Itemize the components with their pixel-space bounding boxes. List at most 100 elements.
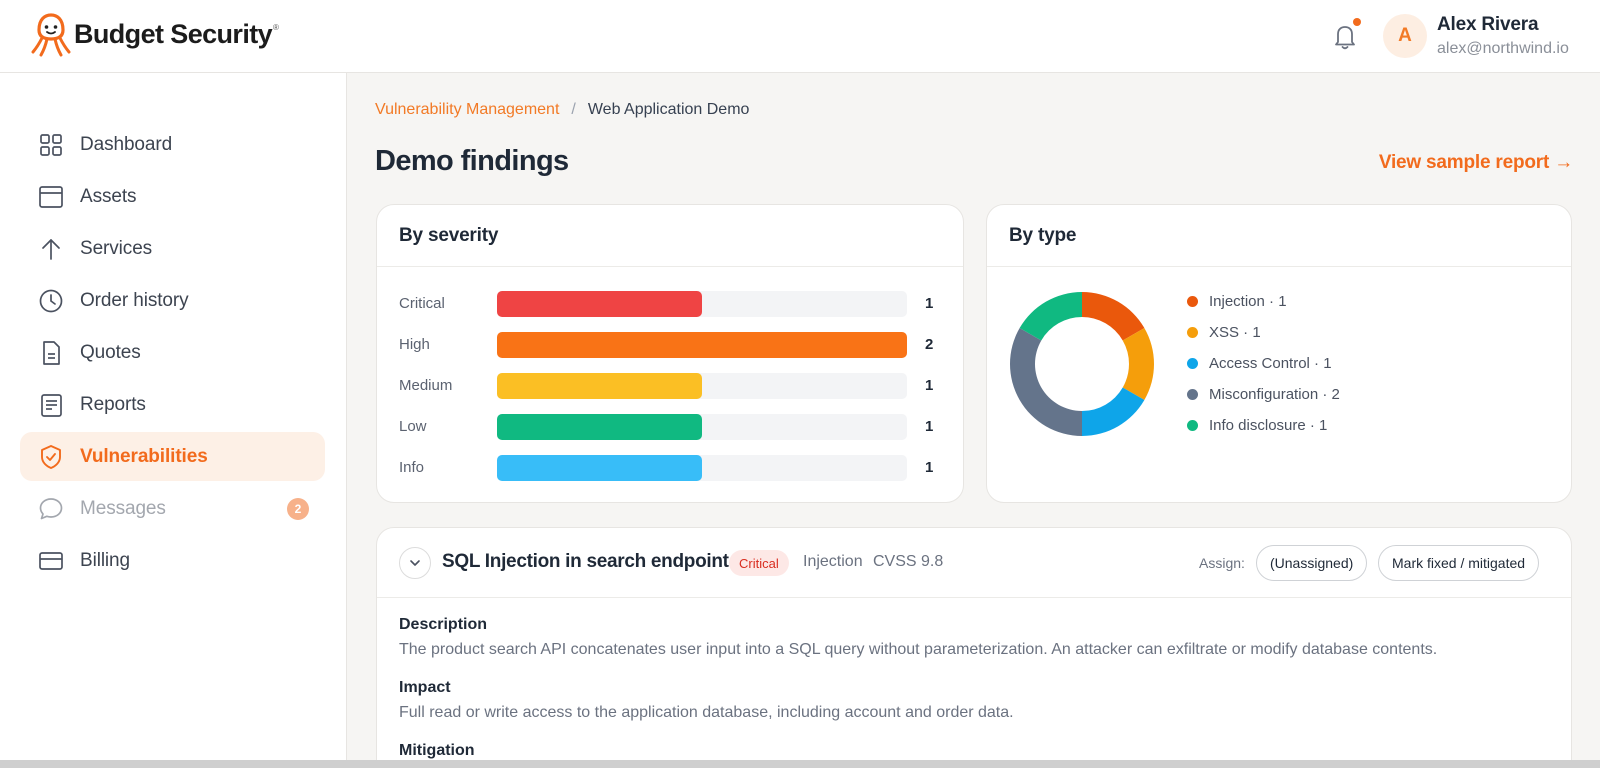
sidebar-item-label: Vulnerabilities bbox=[80, 445, 208, 467]
severity-label: Low bbox=[399, 418, 427, 435]
legend-dot bbox=[1187, 295, 1198, 307]
severity-count: 1 bbox=[925, 459, 934, 476]
severity-row: Critical 1 bbox=[399, 291, 939, 317]
severity-count: 1 bbox=[925, 377, 934, 394]
legend-item: Info disclosure · 1 bbox=[1187, 415, 1327, 435]
mark-fixed-button[interactable]: Mark fixed / mitigated bbox=[1378, 545, 1540, 581]
severity-count: 1 bbox=[925, 295, 934, 312]
legend-label: Info disclosure · 1 bbox=[1209, 416, 1328, 434]
breadcrumb-current: Web Application Demo bbox=[587, 101, 750, 118]
notification-dot bbox=[1353, 18, 1361, 26]
type-card: By type Injection · 1 XSS · 1 Access Contr… bbox=[986, 204, 1572, 503]
sidebar: Dashboard Assets Services Order history … bbox=[0, 73, 347, 768]
octopus-logo-icon bbox=[31, 13, 71, 57]
legend-dot bbox=[1187, 326, 1198, 338]
credit-card-icon bbox=[39, 552, 63, 570]
assign-label: Assign: bbox=[1199, 555, 1245, 571]
finding-card: SQL Injection in search endpoint Critica… bbox=[376, 527, 1572, 768]
legend-item: Injection · 1 bbox=[1187, 291, 1287, 311]
shield-check-icon bbox=[41, 445, 61, 469]
finding-title: SQL Injection in search endpoint bbox=[442, 551, 729, 572]
impact-text: Full read or write access to the applica… bbox=[399, 704, 1014, 721]
unread-badge: 2 bbox=[287, 498, 309, 520]
donut-slice bbox=[1010, 328, 1082, 436]
severity-bar-track bbox=[497, 332, 907, 358]
severity-row: Info 1 bbox=[399, 455, 939, 481]
severity-count: 1 bbox=[925, 418, 934, 435]
report-icon bbox=[41, 394, 62, 417]
severity-label: Medium bbox=[399, 377, 453, 394]
brand-logo[interactable]: Budget Security ® bbox=[30, 12, 279, 58]
avatar[interactable]: A bbox=[1383, 14, 1427, 58]
type-donut-chart bbox=[1010, 292, 1154, 436]
severity-row: Medium 1 bbox=[399, 373, 939, 399]
legend-dot bbox=[1187, 388, 1198, 400]
severity-count: 2 bbox=[925, 336, 934, 353]
severity-row: Low 1 bbox=[399, 414, 939, 440]
sidebar-item-services[interactable]: Services bbox=[20, 224, 325, 273]
finding-cvss: CVSS 9.8 bbox=[873, 553, 944, 570]
donut-slice bbox=[1082, 292, 1145, 341]
legend-label: Injection · 1 bbox=[1209, 292, 1287, 310]
card-title: By type bbox=[1009, 225, 1077, 246]
legend-item: XSS · 1 bbox=[1187, 322, 1261, 342]
breadcrumb-separator: / bbox=[571, 101, 576, 118]
sidebar-item-label: Quotes bbox=[80, 341, 141, 363]
sidebar-item-vulnerabilities[interactable]: Vulnerabilities bbox=[20, 432, 325, 481]
severity-badge: Critical bbox=[729, 550, 789, 576]
user-email: alex@northwind.io bbox=[1437, 40, 1569, 57]
window-icon bbox=[39, 186, 63, 208]
card-title: By severity bbox=[399, 225, 499, 246]
severity-label: High bbox=[399, 336, 430, 353]
view-sample-report-link[interactable]: View sample report → bbox=[1378, 152, 1573, 173]
severity-bar-track bbox=[497, 291, 907, 317]
brand-name: Budget Security bbox=[74, 18, 273, 49]
sidebar-item-billing[interactable]: Billing bbox=[20, 536, 325, 585]
sidebar-item-dashboard[interactable]: Dashboard bbox=[20, 120, 325, 169]
donut-slice bbox=[1082, 387, 1145, 436]
severity-row: High 2 bbox=[399, 332, 939, 358]
sidebar-item-quotes[interactable]: Quotes bbox=[20, 328, 325, 377]
sidebar-item-label: Order history bbox=[80, 289, 189, 311]
finding-header: SQL Injection in search endpoint Critica… bbox=[377, 528, 1571, 598]
severity-bar bbox=[497, 455, 702, 481]
description-text: The product search API concatenates user… bbox=[399, 641, 1438, 658]
legend-label: Misconfiguration · 2 bbox=[1209, 385, 1340, 403]
assign-select[interactable]: (Unassigned) bbox=[1256, 545, 1368, 581]
description-heading: Description bbox=[399, 616, 488, 633]
breadcrumb-parent-link[interactable]: Vulnerability Management bbox=[375, 101, 560, 118]
severity-bar bbox=[497, 414, 702, 440]
sidebar-item-label: Dashboard bbox=[80, 133, 173, 155]
brand-reg-mark: ® bbox=[273, 22, 279, 32]
legend-label: Access Control · 1 bbox=[1209, 354, 1332, 372]
sidebar-item-label: Messages bbox=[80, 497, 166, 519]
legend-label: XSS · 1 bbox=[1209, 323, 1261, 341]
severity-bar-track bbox=[497, 414, 907, 440]
sidebar-item-reports[interactable]: Reports bbox=[20, 380, 325, 429]
chevron-down-icon bbox=[410, 560, 420, 566]
card-divider bbox=[377, 266, 963, 267]
sidebar-item-label: Billing bbox=[80, 549, 130, 571]
breadcrumb: Vulnerability Management / Web Applicati… bbox=[375, 101, 749, 119]
severity-label: Info bbox=[399, 459, 425, 476]
impact-heading: Impact bbox=[399, 679, 451, 696]
sidebar-item-label: Reports bbox=[80, 393, 146, 415]
sidebar-item-label: Assets bbox=[80, 185, 137, 207]
legend-item: Misconfiguration · 2 bbox=[1187, 384, 1340, 404]
sidebar-item-order-history[interactable]: Order history bbox=[20, 276, 325, 325]
window-bottom-edge bbox=[0, 760, 1600, 768]
card-divider bbox=[987, 266, 1571, 267]
page-title: Demo findings bbox=[375, 145, 569, 177]
chat-icon bbox=[39, 498, 63, 520]
severity-card: By severity Critical 1 High 2 Medium 1 Low 1 Inf… bbox=[376, 204, 964, 503]
donut-slice bbox=[1122, 328, 1154, 400]
document-icon bbox=[43, 341, 60, 365]
expand-toggle-button[interactable] bbox=[399, 547, 431, 579]
mitigation-heading: Mitigation bbox=[399, 742, 475, 759]
severity-label: Critical bbox=[399, 295, 445, 312]
bell-icon[interactable] bbox=[1330, 20, 1360, 52]
severity-bar bbox=[497, 332, 907, 358]
clock-icon bbox=[39, 289, 63, 313]
sidebar-item-messages[interactable]: Messages 2 bbox=[20, 484, 325, 533]
sidebar-item-assets[interactable]: Assets bbox=[20, 172, 325, 221]
